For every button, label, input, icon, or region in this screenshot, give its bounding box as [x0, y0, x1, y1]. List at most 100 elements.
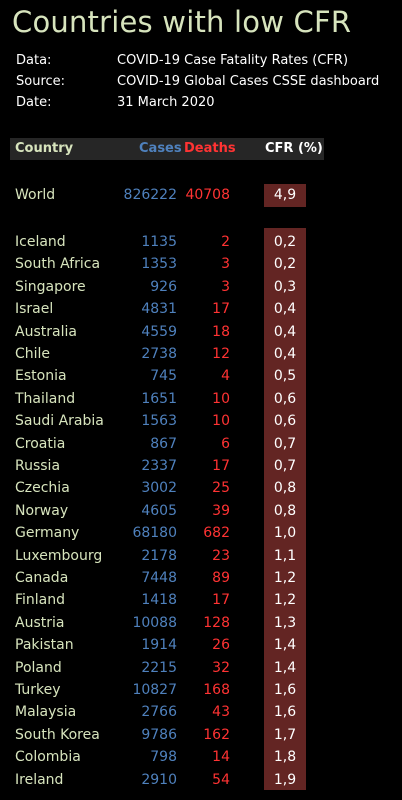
meta-value: 31 March 2020 [117, 95, 215, 110]
table-row: Iceland 1135 2 0,2 [0, 231, 402, 253]
country-cell: Finland [15, 592, 66, 609]
deaths-cell: 17 [212, 458, 230, 474]
world-country: World [15, 187, 56, 203]
cases-cell: 2215 [141, 659, 177, 676]
country-cell: Poland [15, 659, 62, 676]
cfr-cell: 0,8 [273, 480, 297, 497]
table-row: Germany 68180 682 1,0 [0, 522, 402, 544]
country-cell: Colombia [15, 749, 81, 766]
table-row: South Africa 1353 3 0,2 [0, 253, 402, 275]
country-cell: Turkey [15, 682, 61, 698]
deaths-cell: 32 [212, 659, 230, 676]
table-row: Ireland 2910 54 1,9 [0, 769, 402, 791]
meta-label: Source: [16, 74, 66, 89]
table-row: Colombia 798 14 1,8 [0, 746, 402, 768]
table-row: Estonia 745 4 0,5 [0, 365, 402, 387]
cases-cell: 4559 [141, 323, 177, 340]
cases-cell: 1418 [141, 592, 177, 609]
country-cell: Thailand [15, 390, 76, 407]
cases-cell: 3002 [141, 480, 177, 497]
deaths-cell: 89 [212, 570, 230, 586]
deaths-cell: 23 [212, 547, 230, 564]
country-cell: Czechia [15, 480, 70, 497]
table-row: Norway 4605 39 0,8 [0, 500, 402, 522]
cfr-cell: 1,9 [273, 771, 297, 788]
cases-cell: 1651 [141, 390, 177, 407]
cases-cell: 1914 [141, 637, 177, 654]
world-cfr: 4,9 [273, 187, 297, 203]
world-row: World 826222 40708 4,9 [0, 184, 402, 206]
cfr-cell: 1,0 [273, 525, 297, 542]
meta-value: COVID-19 Case Fatality Rates (CFR) [117, 53, 349, 68]
world-deaths: 40708 [185, 187, 230, 203]
header-deaths: Deaths [184, 141, 236, 156]
table-row: Turkey 10827 168 1,6 [0, 679, 402, 701]
table-row: Australia 4559 18 0,4 [0, 321, 402, 343]
deaths-cell: 10 [212, 413, 230, 430]
cases-cell: 2178 [141, 547, 177, 564]
deaths-cell: 54 [212, 771, 230, 788]
cfr-cell: 1,8 [273, 749, 297, 766]
table-row: Thailand 1651 10 0,6 [0, 388, 402, 410]
cases-cell: 2738 [141, 346, 177, 362]
cases-cell: 1563 [141, 413, 177, 430]
deaths-cell: 162 [203, 726, 230, 743]
page-title: Countries with low CFR [12, 5, 352, 39]
deaths-cell: 12 [212, 346, 230, 362]
meta-label: Data: [16, 53, 52, 68]
country-cell: Malaysia [15, 704, 77, 721]
cases-cell: 2337 [141, 458, 177, 474]
cfr-cell: 0,2 [273, 234, 297, 250]
deaths-cell: 18 [212, 323, 230, 340]
world-cfr-highlight [264, 184, 306, 207]
country-cell: Pakistan [15, 637, 74, 654]
cases-cell: 4605 [141, 502, 177, 519]
cases-cell: 68180 [132, 525, 177, 542]
table-row: Singapore 926 3 0,3 [0, 276, 402, 298]
deaths-cell: 4 [221, 368, 230, 385]
cases-cell: 1135 [141, 234, 177, 250]
cfr-cell: 1,3 [273, 614, 297, 631]
deaths-cell: 3 [221, 256, 230, 273]
table-row: Finland 1418 17 1,2 [0, 589, 402, 611]
table-row: Poland 2215 32 1,4 [0, 657, 402, 679]
cases-cell: 10827 [132, 682, 177, 698]
cases-cell: 9786 [141, 726, 177, 743]
cfr-cell: 0,4 [273, 346, 297, 362]
deaths-cell: 39 [212, 502, 230, 519]
country-cell: Luxembourg [15, 547, 103, 564]
country-cell: South Africa [15, 256, 101, 273]
cfr-cell: 0,4 [273, 301, 297, 318]
cfr-column-highlight [264, 228, 306, 790]
country-cell: South Korea [15, 726, 100, 743]
cases-cell: 745 [150, 368, 177, 385]
cases-cell: 798 [150, 749, 177, 766]
cfr-cell: 1,4 [273, 659, 297, 676]
table-header: Country Cases Deaths CFR (%) [10, 138, 324, 160]
cfr-cell: 1,2 [273, 592, 297, 609]
country-cell: Russia [15, 458, 61, 474]
cases-cell: 10088 [132, 614, 177, 631]
cfr-cell: 0,7 [273, 458, 297, 474]
table-row: South Korea 9786 162 1,7 [0, 724, 402, 746]
table-row: Israel 4831 17 0,4 [0, 298, 402, 320]
deaths-cell: 17 [212, 592, 230, 609]
header-cases: Cases [139, 141, 182, 156]
country-cell: Australia [15, 323, 77, 340]
cfr-cell: 1,1 [273, 547, 297, 564]
cases-cell: 926 [150, 278, 177, 295]
country-cell: Croatia [15, 435, 66, 452]
cfr-cell: 0,8 [273, 502, 297, 519]
deaths-cell: 43 [212, 704, 230, 721]
deaths-cell: 682 [203, 525, 230, 542]
country-cell: Israel [15, 301, 54, 318]
deaths-cell: 3 [221, 278, 230, 295]
country-cell: Norway [15, 502, 69, 519]
cases-cell: 2766 [141, 704, 177, 721]
table-row: Malaysia 2766 43 1,6 [0, 701, 402, 723]
country-cell: Chile [15, 346, 51, 362]
cases-cell: 2910 [141, 771, 177, 788]
cases-cell: 4831 [141, 301, 177, 318]
cfr-cell: 0,4 [273, 323, 297, 340]
meta-value: COVID-19 Global Cases CSSE dashboard [117, 74, 380, 89]
